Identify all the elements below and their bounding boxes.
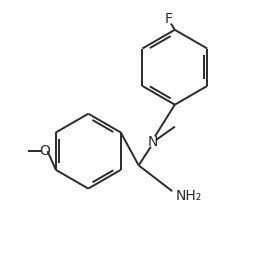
Text: F: F (164, 12, 172, 26)
Text: NH₂: NH₂ (176, 189, 202, 203)
Text: N: N (148, 135, 158, 149)
Text: O: O (39, 144, 50, 158)
